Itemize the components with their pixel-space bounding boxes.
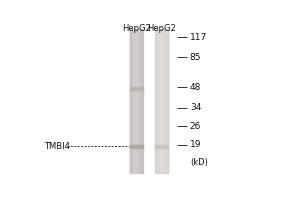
Bar — [138, 29, 139, 173]
Bar — [167, 29, 168, 173]
Bar — [134, 29, 135, 173]
Bar — [162, 29, 163, 173]
Bar — [136, 29, 137, 173]
Text: 26: 26 — [190, 122, 201, 131]
Bar — [161, 29, 162, 173]
Text: HepG2: HepG2 — [148, 24, 176, 33]
Text: 117: 117 — [190, 33, 207, 42]
Bar — [141, 29, 142, 173]
Bar — [130, 29, 131, 173]
Bar — [160, 29, 161, 173]
Bar — [155, 145, 168, 148]
Bar — [159, 29, 160, 173]
Bar — [131, 29, 132, 173]
Bar — [165, 29, 166, 173]
Bar — [133, 29, 134, 173]
Text: (kD): (kD) — [190, 158, 208, 167]
Bar — [132, 29, 133, 173]
Bar — [135, 29, 136, 173]
Bar — [130, 87, 143, 90]
Bar — [158, 29, 159, 173]
Bar — [130, 145, 143, 148]
Text: TMBI4: TMBI4 — [44, 142, 70, 151]
Text: 19: 19 — [190, 140, 201, 149]
Bar — [136, 29, 137, 173]
Bar — [142, 29, 143, 173]
Bar — [156, 29, 157, 173]
Bar — [140, 29, 141, 173]
Text: 85: 85 — [190, 53, 201, 62]
Bar — [160, 29, 161, 173]
Bar — [139, 29, 140, 173]
Bar — [163, 29, 164, 173]
Text: 48: 48 — [190, 83, 201, 92]
Text: HepG2: HepG2 — [122, 24, 151, 33]
Bar — [155, 29, 156, 173]
Bar — [164, 29, 165, 173]
Bar — [157, 29, 158, 173]
Bar — [137, 29, 138, 173]
Text: 34: 34 — [190, 103, 201, 112]
